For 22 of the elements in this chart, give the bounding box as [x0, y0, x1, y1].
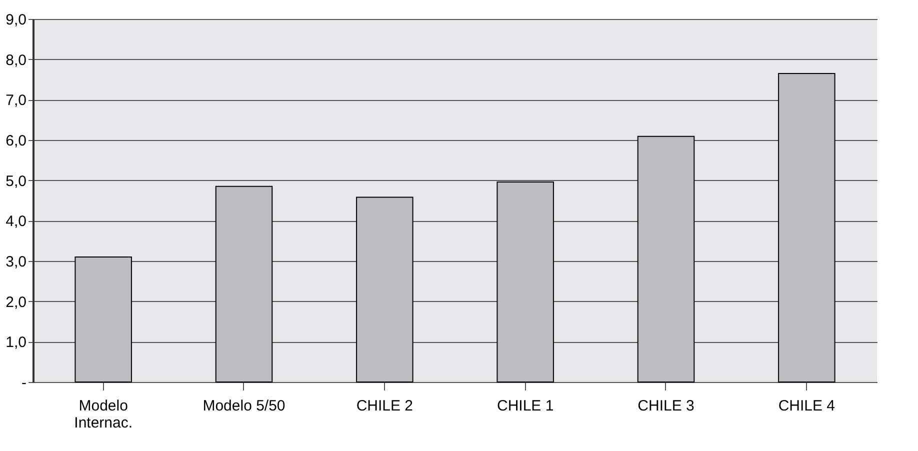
y-tick-label: 4,0	[6, 213, 26, 230]
y-tick-label: 5,0	[6, 172, 26, 190]
x-tick-label: CHILE 3	[638, 398, 694, 414]
x-tick-label: Modelo 5/50	[202, 398, 286, 414]
x-tick-label: CHILE 2	[356, 398, 414, 414]
bar	[778, 72, 836, 382]
y-tick-label: -	[22, 374, 26, 392]
y-tick-label: 8,0	[6, 52, 26, 69]
y-tick-label: 2,0	[6, 294, 26, 311]
y-tick-label: 6,0	[6, 132, 26, 150]
y-tick-label: 7,0	[6, 92, 26, 110]
y-tick-label: 9,0	[6, 12, 26, 28]
bar	[637, 136, 695, 382]
y-tick-label: 1,0	[6, 334, 26, 352]
bar	[215, 186, 273, 382]
bar	[356, 196, 414, 382]
bar	[496, 181, 554, 382]
x-tick-label: Modelo Internac.	[74, 398, 133, 432]
bar	[74, 256, 132, 382]
y-tick-label: 3,0	[6, 254, 26, 270]
x-tick-label: CHILE 4	[778, 398, 836, 414]
x-tick-label: CHILE 1	[496, 398, 554, 414]
